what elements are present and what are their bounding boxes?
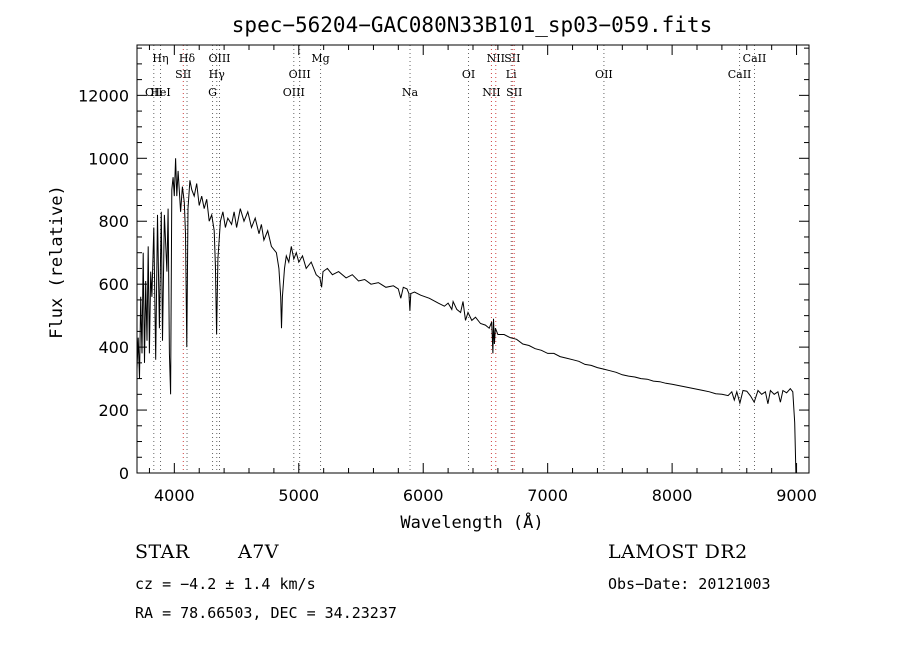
y-tick-label: 800	[98, 212, 129, 231]
line-marker-label: SII	[175, 68, 191, 81]
line-marker-label: OII	[145, 86, 163, 99]
line-marker-label: Li	[506, 68, 517, 81]
x-axis: 4000 5000 6000 7000 8000 9000	[148, 45, 817, 505]
x-tick-label: 4000	[154, 486, 195, 505]
line-marker-label: HeI	[150, 86, 170, 99]
x-tick-label: 7000	[527, 486, 568, 505]
x-axis-label: Wavelength (Å)	[400, 511, 543, 533]
line-marker-label: Hη	[152, 52, 168, 65]
line-marker-label: Hδ	[179, 52, 196, 65]
line-marker-label: Mg	[311, 52, 329, 65]
line-marker-label: NII	[482, 86, 500, 99]
x-tick-label: 8000	[652, 486, 693, 505]
line-marker-label: OIII	[289, 68, 311, 81]
line-marker-label: CaII	[743, 52, 767, 65]
line-marker-label: OIII	[283, 86, 305, 99]
y-tick-label: 400	[98, 338, 129, 357]
y-tick-label: 200	[98, 401, 129, 420]
object-subclass: A7V	[238, 541, 280, 563]
coordinates-text: RA = 78.66503, DEC = 34.23237	[135, 604, 397, 622]
y-axis-label: Flux (relative)	[47, 185, 67, 339]
survey-name: LAMOST DR2	[608, 541, 748, 563]
line-marker-label: CaII	[728, 68, 752, 81]
x-tick-label: 5000	[278, 486, 319, 505]
y-tick-label: 12000	[78, 86, 129, 105]
object-class: STAR	[135, 541, 190, 563]
spectral-line-markers: OIIHηHeISIIHδGHγOIIIOIIIOIIIMgNaOINIINII…	[145, 45, 766, 473]
y-tick-label: 600	[98, 275, 129, 294]
line-marker-label: OI	[462, 68, 475, 81]
plot-frame	[136, 44, 810, 474]
line-marker-label: G	[208, 86, 217, 99]
flux-series-line	[136, 158, 797, 474]
x-tick-label: 9000	[776, 486, 817, 505]
y-tick-label: 0	[119, 464, 129, 483]
line-marker-label: Hγ	[209, 68, 226, 81]
obs-date-text: Obs−Date: 20121003	[608, 575, 771, 593]
line-marker-label: NII	[487, 52, 505, 65]
velocity-text: cz = −4.2 ± 1.4 km/s	[135, 575, 316, 593]
x-tick-label: 6000	[403, 486, 444, 505]
line-marker-label: Na	[402, 86, 419, 99]
y-axis: 0 200 400 600 800 1000 12000	[78, 47, 809, 483]
y-tick-label: 1000	[88, 149, 129, 168]
line-marker-label: SII	[506, 86, 522, 99]
line-marker-label: OII	[595, 68, 613, 81]
line-marker-label: SII	[504, 52, 520, 65]
line-marker-label: OIII	[208, 52, 230, 65]
chart-title: spec−56204−GAC080N33B101_sp03−059.fits	[232, 13, 712, 37]
